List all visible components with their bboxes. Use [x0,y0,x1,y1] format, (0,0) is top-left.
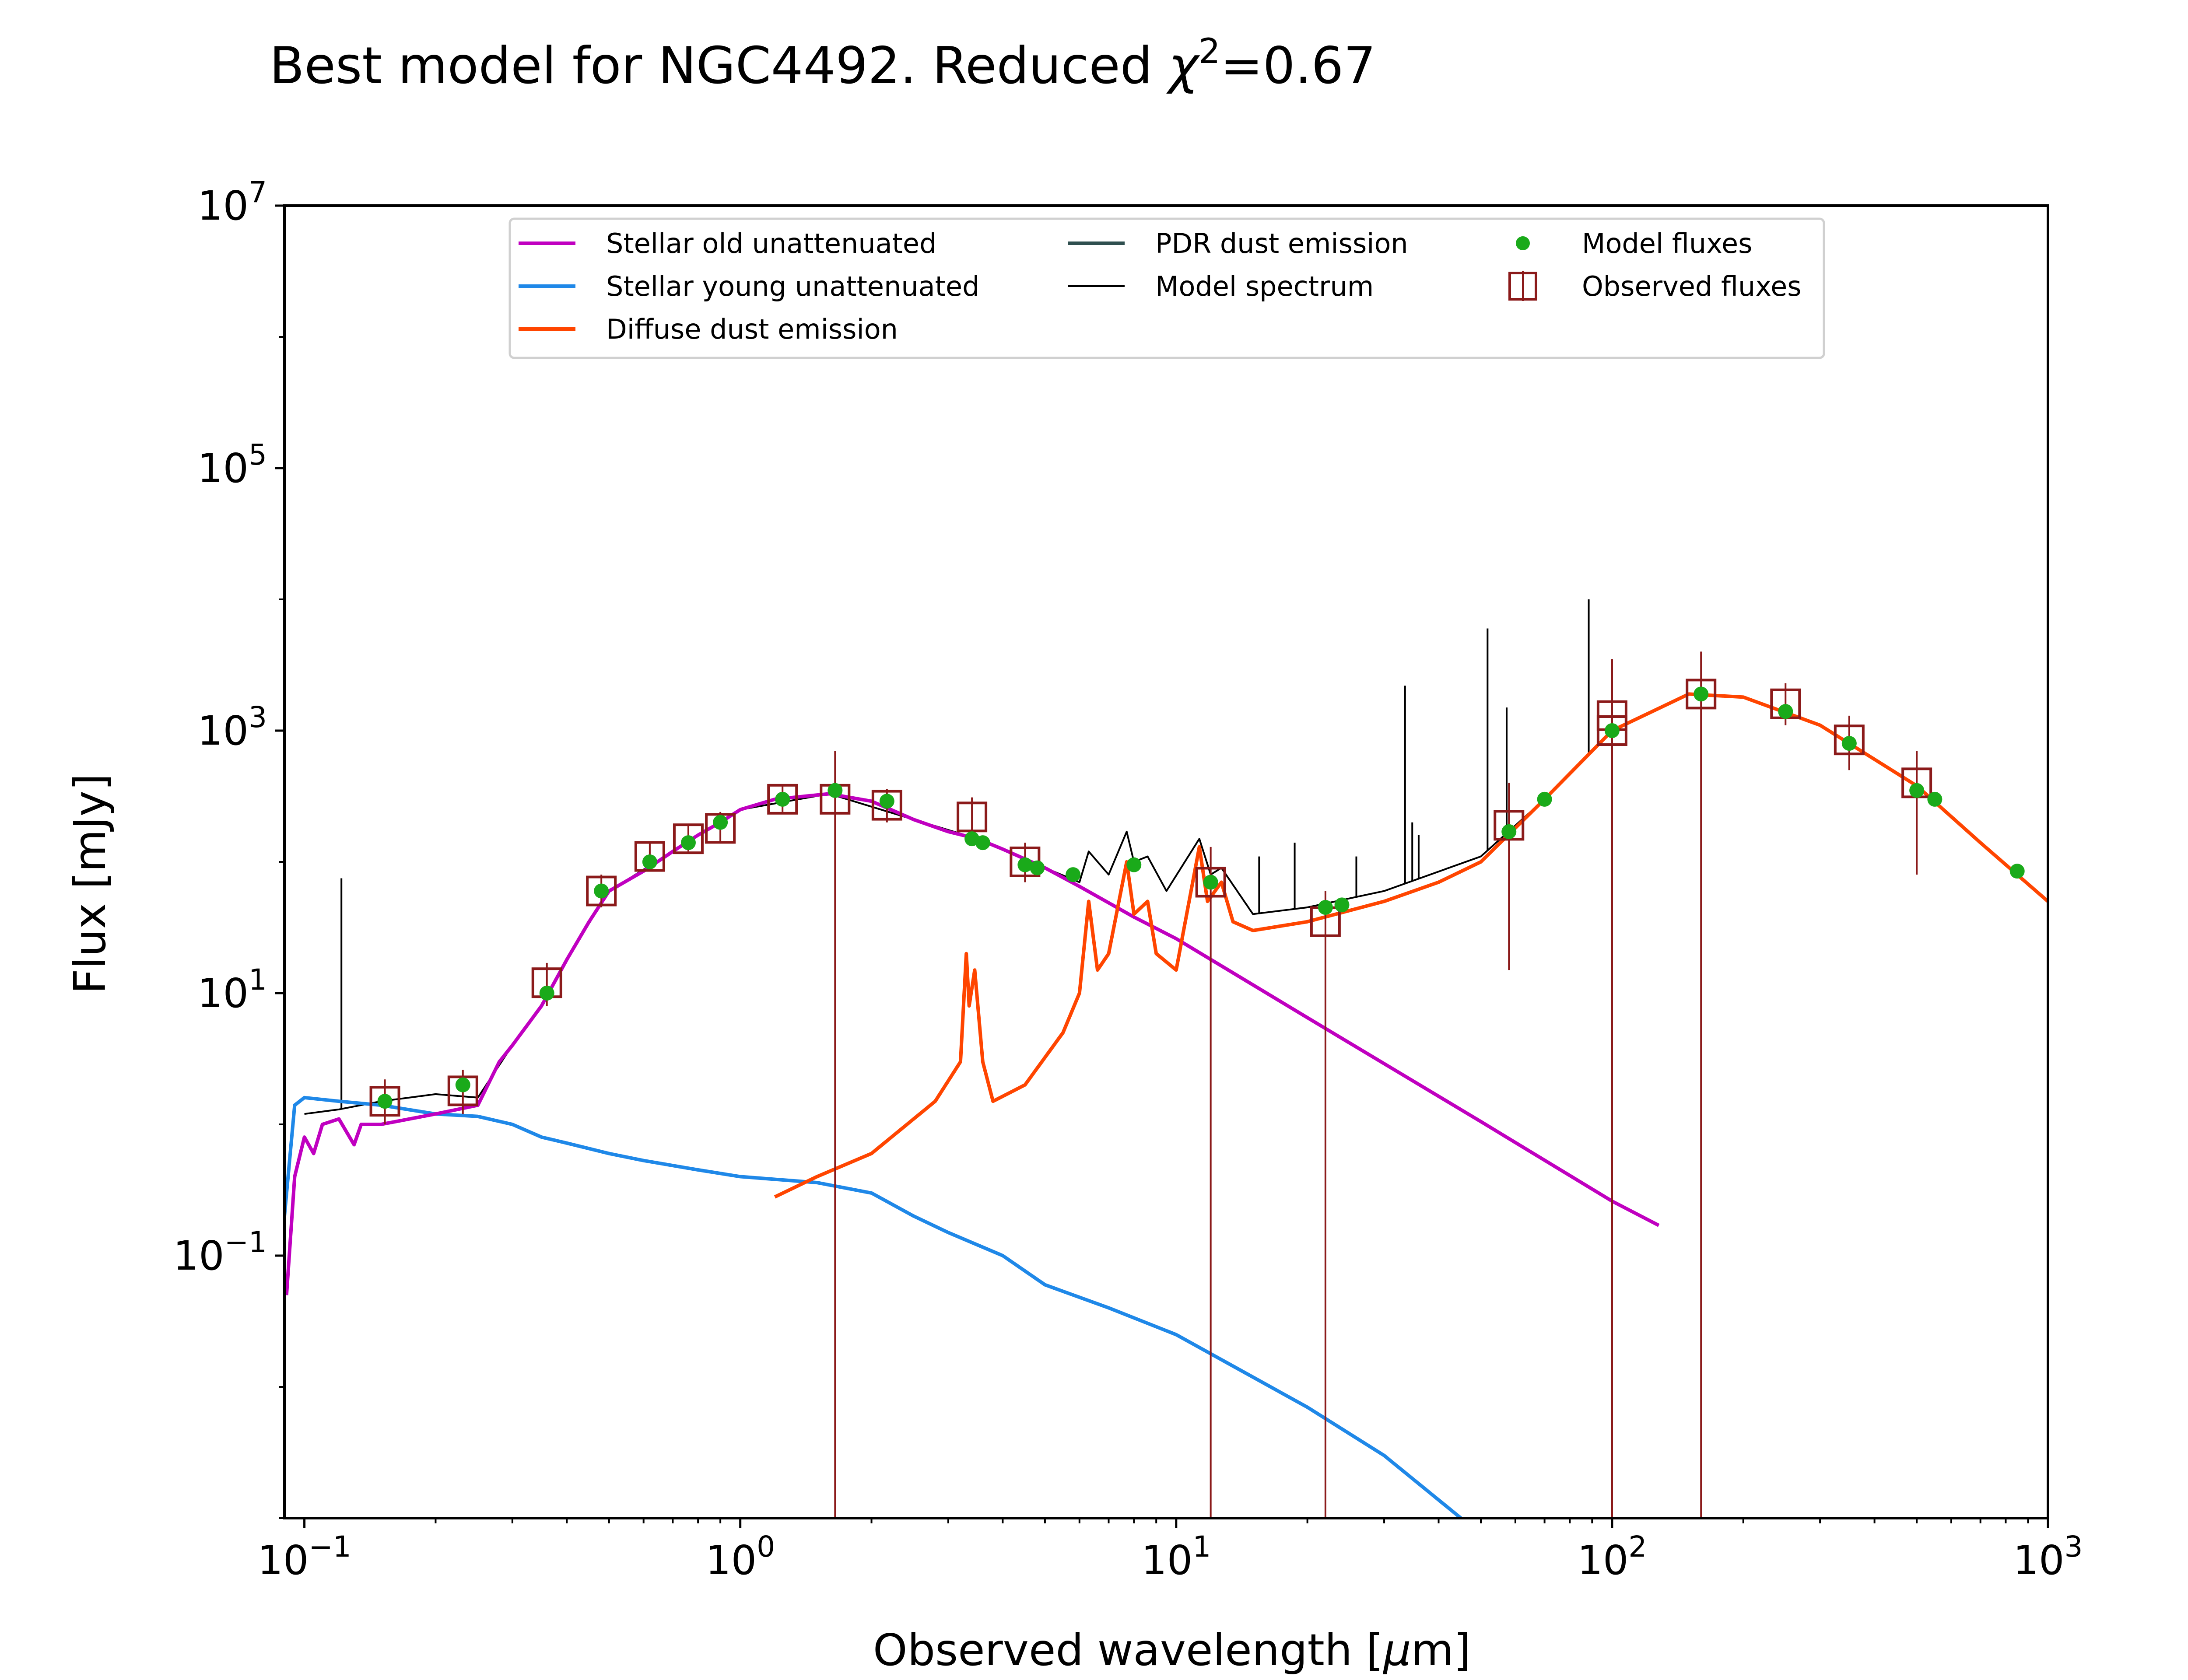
model-flux-point [455,1077,470,1092]
model-flux-point [975,835,990,850]
y-ticks: 10−1 101 103 105 107 [173,175,284,1519]
x-tick-label: 103 [2013,1530,2083,1584]
model-flux-point [1017,857,1033,872]
x-ticks: 10−1 100 101 102 103 [257,1518,2083,1584]
x-tick-label: 10−1 [257,1530,351,1584]
legend-label: Stellar young unattenuated [606,270,979,302]
x-axis-label: Observed wavelength [μm] [873,1624,1471,1676]
model-flux-point [879,794,894,809]
model-flux-point [642,854,657,869]
model-flux-point [1604,723,1620,738]
series-diffuse-dust-emission [774,692,2048,1199]
observed-flux-marker [1686,679,1717,710]
observed-flux-marker [447,1075,478,1106]
legend-label: Model spectrum [1155,270,1374,302]
model-flux-point [680,835,696,850]
legend-box [508,217,1825,359]
observed-flux-marker [369,1086,400,1117]
model-flux-point [1203,875,1218,890]
plot-frame [283,204,2049,1519]
observed-flux-marker [871,790,902,821]
model-flux-point [377,1094,393,1109]
y-tick-label: 10−1 [173,1225,267,1279]
x-tick-label: 101 [1141,1530,1211,1584]
legend: Stellar old unattenuated Stellar young un… [508,217,1825,359]
observed-flux-marker [767,784,798,815]
model-flux-point [713,815,728,830]
model-flux-point [1909,783,1925,798]
legend-label: Stellar old unattenuated [606,228,936,259]
model-flux-point [2009,864,2025,879]
y-tick-label: 107 [197,175,267,229]
observed-flux-marker [586,875,617,906]
legend-square [1508,272,1537,301]
observed-flux-marker [634,841,665,872]
legend-label: Diffuse dust emission [606,313,898,345]
observed-flux-marker [673,823,704,854]
x-tick-label: 100 [705,1530,775,1584]
legend-label: Model fluxes [1582,228,1752,259]
observed-flux-marker [1494,810,1525,841]
observed-flux-marker [1834,724,1865,756]
y-axis-label: Flux [mJy] [64,774,116,994]
series-model-spectrum [304,693,2048,1115]
model-flux-point [1066,867,1081,882]
series-stellar-old-unattenuated [284,792,1660,1295]
model-flux-point [594,883,609,899]
observed-flux-marker [957,802,988,833]
model-flux-point [1334,897,1350,913]
model-flux-point [1778,704,1793,719]
model-flux-point [1501,824,1517,839]
model-flux-point [1537,791,1552,807]
model-flux-point [775,791,790,807]
model-flux-point [539,986,554,1001]
observed-flux-marker [705,813,736,844]
model-flux-point [828,783,843,798]
chart-title: Best model for NGC4492. Reduced χ2=0.67 [270,32,1376,95]
model-flux-point [1126,857,1142,872]
y-tick-label: 105 [197,438,267,492]
legend-dot [1516,236,1530,250]
x-tick-label: 102 [1577,1530,1647,1584]
model-flux-point [1841,736,1857,751]
model-flux-point [1318,900,1333,915]
y-tick-label: 103 [197,700,267,754]
legend-label: Observed fluxes [1582,270,1802,302]
observed-flux-marker [1195,867,1226,898]
plot-area [284,599,2048,1518]
series-stellar-young-unattenuated [284,1096,1462,1518]
model-flux-point [1694,686,1709,702]
model-flux-point [1030,860,1045,875]
model-flux-point [1927,791,1943,807]
legend-label: PDR dust emission [1155,228,1408,259]
y-tick-label: 101 [197,963,267,1017]
